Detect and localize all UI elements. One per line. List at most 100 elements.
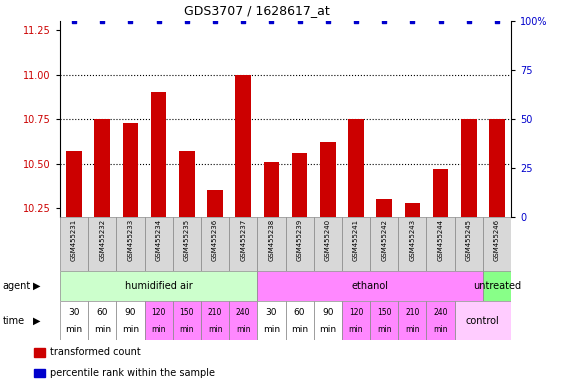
Bar (144, 301, 173, 340)
Point (154, 18, 163, 24)
Text: min: min (179, 324, 194, 334)
Text: 150: 150 (377, 308, 392, 317)
Bar (370, 301, 399, 340)
Bar (34, 348, 45, 357)
Text: 210: 210 (208, 308, 222, 317)
Text: min: min (349, 324, 363, 334)
Bar (399, 217, 427, 271)
Text: GSM455235: GSM455235 (184, 218, 190, 261)
Text: agent: agent (3, 281, 31, 291)
Bar (116, 301, 144, 340)
Text: 60: 60 (96, 308, 108, 317)
Bar (405, 203, 420, 217)
Text: min: min (433, 324, 448, 334)
Text: GSM455245: GSM455245 (466, 218, 472, 261)
Point (70, 18, 79, 24)
Bar (320, 142, 336, 217)
Bar (258, 301, 286, 340)
Text: 240: 240 (433, 308, 448, 317)
Text: GSM455231: GSM455231 (71, 218, 77, 261)
Bar (94, 119, 110, 217)
Text: GSM455241: GSM455241 (353, 218, 359, 261)
Point (323, 18, 332, 24)
Text: GSM455240: GSM455240 (325, 218, 331, 261)
Text: time: time (3, 316, 25, 326)
Point (464, 18, 473, 24)
Bar (292, 153, 307, 217)
Text: GSM455244: GSM455244 (437, 218, 444, 261)
Text: GSM455243: GSM455243 (409, 218, 415, 261)
Text: 150: 150 (179, 308, 194, 317)
Text: humidified air: humidified air (124, 281, 192, 291)
Text: 210: 210 (405, 308, 420, 317)
Bar (229, 217, 258, 271)
Text: 90: 90 (124, 308, 136, 317)
Bar (483, 217, 511, 271)
Text: min: min (291, 324, 308, 334)
Bar (264, 162, 279, 217)
Bar (34, 369, 45, 377)
Text: min: min (122, 324, 139, 334)
Point (380, 18, 389, 24)
Text: min: min (263, 324, 280, 334)
Bar (235, 74, 251, 217)
Bar (455, 301, 511, 340)
Point (211, 18, 220, 24)
Text: GSM455239: GSM455239 (296, 218, 303, 261)
Bar (173, 301, 201, 340)
Bar (286, 217, 313, 271)
Bar (427, 301, 455, 340)
Text: 120: 120 (349, 308, 363, 317)
Bar (144, 217, 173, 271)
Point (492, 18, 501, 24)
Text: min: min (377, 324, 392, 334)
Point (351, 18, 360, 24)
Text: 30: 30 (266, 308, 277, 317)
Text: ▶: ▶ (33, 316, 41, 326)
Text: GSM455232: GSM455232 (99, 218, 105, 261)
Text: min: min (236, 324, 251, 334)
Bar (286, 301, 313, 340)
Bar (116, 217, 144, 271)
Bar (342, 217, 370, 271)
Bar (60, 301, 88, 340)
Bar (229, 301, 258, 340)
Text: GSM455238: GSM455238 (268, 218, 275, 261)
Text: 120: 120 (151, 308, 166, 317)
Bar (88, 217, 116, 271)
Point (295, 18, 304, 24)
Text: ▶: ▶ (33, 281, 41, 291)
Text: 90: 90 (322, 308, 333, 317)
Text: percentile rank within the sample: percentile rank within the sample (50, 368, 215, 378)
Bar (427, 217, 455, 271)
Bar (258, 217, 286, 271)
Bar (370, 217, 399, 271)
Point (436, 18, 445, 24)
Bar (66, 151, 82, 217)
Text: GDS3707 / 1628617_at: GDS3707 / 1628617_at (184, 4, 330, 17)
Bar (455, 217, 483, 271)
Bar (258, 271, 483, 301)
Bar (207, 190, 223, 217)
Bar (201, 217, 229, 271)
Bar (433, 169, 448, 217)
Text: 30: 30 (69, 308, 80, 317)
Bar (173, 217, 201, 271)
Text: ethanol: ethanol (352, 281, 389, 291)
Text: GSM455236: GSM455236 (212, 218, 218, 261)
Text: untreated: untreated (473, 281, 521, 291)
Text: transformed count: transformed count (50, 347, 141, 357)
Bar (88, 301, 116, 340)
Text: GSM455246: GSM455246 (494, 218, 500, 261)
Text: min: min (405, 324, 420, 334)
Point (182, 18, 191, 24)
Point (239, 18, 248, 24)
Text: GSM455233: GSM455233 (127, 218, 134, 261)
Bar (376, 199, 392, 217)
Point (267, 18, 276, 24)
Bar (399, 301, 427, 340)
Text: min: min (208, 324, 222, 334)
Text: 240: 240 (236, 308, 251, 317)
Text: min: min (151, 324, 166, 334)
Bar (348, 119, 364, 217)
